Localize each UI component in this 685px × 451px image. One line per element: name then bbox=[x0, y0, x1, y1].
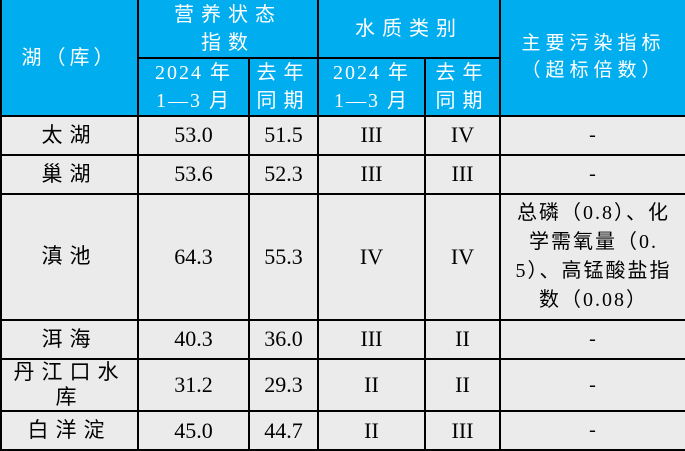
col-header-water-quality: 水质类别 bbox=[317, 0, 501, 59]
category-previous-cell: III bbox=[424, 154, 501, 195]
subheader-nutrition-current-period: 2024 年 1—3 月 bbox=[137, 57, 250, 117]
subheader-nutrition-previous-period: 去年 同期 bbox=[248, 57, 319, 117]
category-current-cell: II bbox=[317, 410, 426, 451]
subheader-quality-current-period: 2024 年 1—3 月 bbox=[317, 57, 426, 117]
pollution-cell: 总磷（0.8）、化学需氧量（0.5）、高锰酸盐指数（0.08） bbox=[499, 193, 685, 321]
category-current-cell: IV bbox=[317, 193, 426, 321]
col-header-pollution-indicators: 主要污染指标 （超标倍数） bbox=[499, 0, 685, 117]
index-previous-cell: 51.5 bbox=[248, 115, 319, 156]
pollution-cell: - bbox=[499, 319, 685, 360]
index-current-cell: 53.0 bbox=[137, 115, 250, 156]
index-current-cell: 40.3 bbox=[137, 319, 250, 360]
index-current-cell: 53.6 bbox=[137, 154, 250, 195]
index-previous-cell: 29.3 bbox=[248, 357, 319, 413]
lake-name-cell: 巢湖 bbox=[0, 154, 139, 195]
index-current-cell: 64.3 bbox=[137, 193, 250, 321]
category-previous-cell: II bbox=[424, 319, 501, 360]
index-previous-cell: 36.0 bbox=[248, 319, 319, 360]
category-previous-cell: III bbox=[424, 410, 501, 451]
table-row-dianchi: 滇池 64.3 55.3 IV IV 总磷（0.8）、化学需氧量（0.5）、高锰… bbox=[0, 193, 685, 321]
index-current-cell: 31.2 bbox=[137, 357, 250, 413]
table-row-baiyangdian: 白洋淀 45.0 44.7 II III - bbox=[0, 410, 685, 451]
table-row-danjiangkou: 丹江口水库 31.2 29.3 II II - bbox=[0, 357, 685, 413]
index-current-cell: 45.0 bbox=[137, 410, 250, 451]
table-row-erhai: 洱海 40.3 36.0 III II - bbox=[0, 319, 685, 360]
lake-name-cell: 滇池 bbox=[0, 193, 139, 321]
category-previous-cell: IV bbox=[424, 115, 501, 156]
category-previous-cell: II bbox=[424, 357, 501, 413]
col-header-lake: 湖（库） bbox=[0, 0, 139, 117]
table-body: 太湖 53.0 51.5 III IV - 巢湖 53.6 52.3 III I… bbox=[0, 115, 685, 451]
index-previous-cell: 44.7 bbox=[248, 410, 319, 451]
table-row-chaohu: 巢湖 53.6 52.3 III III - bbox=[0, 154, 685, 195]
category-previous-cell: IV bbox=[424, 193, 501, 321]
col-header-nutrition-index: 营养状态 指数 bbox=[137, 0, 319, 59]
pollution-cell: - bbox=[499, 154, 685, 195]
lake-name-cell: 白洋淀 bbox=[0, 410, 139, 451]
table-row-taihu: 太湖 53.0 51.5 III IV - bbox=[0, 115, 685, 156]
category-current-cell: III bbox=[317, 154, 426, 195]
lake-name-cell: 洱海 bbox=[0, 319, 139, 360]
lake-name-cell: 丹江口水库 bbox=[0, 357, 139, 413]
category-current-cell: III bbox=[317, 319, 426, 360]
index-previous-cell: 52.3 bbox=[248, 154, 319, 195]
lake-name-cell: 太湖 bbox=[0, 115, 139, 156]
table-header: 湖（库） 营养状态 指数 水质类别 主要污染指标 （超标倍数） 2024 年 1… bbox=[0, 0, 685, 117]
category-current-cell: III bbox=[317, 115, 426, 156]
category-current-cell: II bbox=[317, 357, 426, 413]
pollution-cell: - bbox=[499, 115, 685, 156]
pollution-cell: - bbox=[499, 357, 685, 413]
subheader-quality-previous-period: 去年 同期 bbox=[424, 57, 501, 117]
index-previous-cell: 55.3 bbox=[248, 193, 319, 321]
pollution-cell: - bbox=[499, 410, 685, 451]
